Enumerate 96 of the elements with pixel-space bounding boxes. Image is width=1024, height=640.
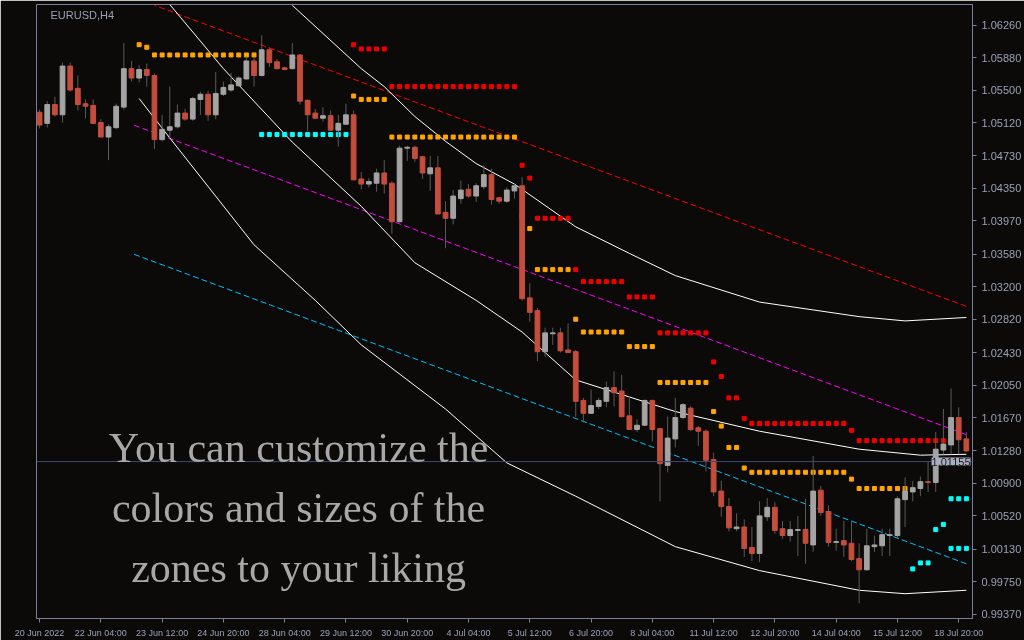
candlestick — [427, 155, 434, 192]
candlestick — [373, 168, 380, 193]
y-tick-label: 1.01670 — [981, 411, 1022, 424]
y-tick-label: 1.00900 — [981, 477, 1022, 490]
candlestick — [36, 109, 43, 129]
point — [948, 545, 954, 551]
x-tick-label: 30 Jun 20:00 — [381, 627, 434, 638]
x-tick-label: 18 Jul 20:00 — [934, 627, 984, 638]
candlestick — [67, 62, 74, 93]
y-tick-label: 1.00520 — [981, 509, 1022, 522]
point — [925, 560, 931, 566]
candlestick — [52, 96, 58, 118]
candlestick — [473, 182, 480, 203]
line-series — [291, 4, 967, 322]
y-tick-label: 1.03970 — [981, 214, 1022, 227]
x-tick-label: 15 Jul 12:00 — [872, 627, 922, 638]
candlestick — [611, 370, 617, 407]
candlestick — [557, 327, 564, 354]
point — [917, 560, 923, 566]
x-tick-label: 28 Jun 04:00 — [258, 627, 311, 638]
candlestick — [588, 388, 594, 415]
x-tick-label: 23 Jun 12:00 — [136, 627, 189, 638]
point — [274, 131, 280, 137]
x-tick-label: 22 Jun 04:00 — [74, 627, 127, 638]
x-tick-label: 24 Jun 20:00 — [197, 627, 250, 638]
annotation: You can customize the colors and sizes of the zones to your liking — [108, 425, 489, 591]
candlestick — [833, 528, 840, 552]
point — [297, 131, 303, 137]
x-tick-label: 11 Jul 12:00 — [689, 627, 738, 638]
y-tick-label: 1.05120 — [981, 116, 1022, 129]
y-tick-label: 1.06260 — [981, 19, 1022, 32]
x-tick-label: 20 Jun 2022 — [14, 627, 65, 638]
candlestick — [726, 497, 732, 532]
ref-line-label: 1.01155 — [931, 455, 971, 468]
candlestick — [634, 418, 640, 433]
candlestick — [450, 189, 457, 225]
candlestick — [366, 177, 372, 188]
y-tick-label: 0.99750 — [981, 575, 1022, 588]
point — [289, 131, 295, 137]
y-tick-label: 1.04730 — [981, 149, 1022, 162]
candlestick — [879, 528, 885, 557]
candlestick — [787, 520, 794, 543]
x-tick-label: 8 Jul 04:00 — [630, 627, 675, 638]
candlestick — [741, 518, 748, 558]
x-tick-label: 14 Jul 04:00 — [811, 627, 861, 638]
y-tick-label: 0.99370 — [981, 608, 1022, 621]
point — [963, 496, 969, 502]
candlestick — [542, 327, 548, 358]
candlestick — [128, 60, 135, 82]
y-tick-label: 1.01280 — [981, 444, 1022, 457]
point — [312, 131, 318, 137]
x-tick-label: 4 Jul 04:00 — [446, 627, 491, 638]
y-tick-label: 1.00130 — [981, 543, 1022, 556]
point — [343, 131, 349, 137]
x-tick-label: 6 Jul 20:00 — [569, 627, 614, 638]
x-tick-label: 29 Jun 12:00 — [319, 627, 372, 638]
candlestick — [794, 515, 801, 557]
chart-title: EURUSD,H4 — [50, 8, 115, 21]
point — [328, 131, 334, 137]
candlestick — [925, 461, 931, 493]
point — [963, 545, 969, 551]
candlestick — [480, 164, 487, 190]
candlestick — [320, 106, 326, 123]
point — [933, 527, 939, 533]
y-tick-label: 1.04350 — [981, 182, 1022, 195]
y-tick-label: 1.02050 — [981, 379, 1022, 392]
candlestick — [159, 114, 165, 142]
point — [282, 131, 288, 137]
x-tick-label: 5 Jul 12:00 — [507, 627, 552, 638]
candlestick — [289, 42, 296, 70]
candlestick — [205, 90, 211, 122]
candlestick — [772, 501, 778, 535]
point — [305, 131, 311, 137]
point — [266, 131, 272, 137]
candlestick — [802, 498, 809, 565]
y-tick-label: 1.03580 — [981, 248, 1022, 261]
x-tick-label: 12 Jul 20:00 — [750, 627, 800, 638]
y-tick-label: 1.02820 — [981, 313, 1022, 326]
y-tick-label: 1.03200 — [981, 280, 1022, 293]
candlestick — [381, 159, 388, 194]
candlestick — [44, 100, 51, 129]
y-tick-label: 1.02430 — [981, 346, 1022, 359]
point — [910, 566, 916, 572]
point — [956, 496, 962, 502]
candlestick — [266, 46, 273, 68]
candlestick — [457, 180, 464, 205]
candlestick — [565, 322, 571, 354]
y-tick-label: 1.05880 — [981, 51, 1022, 64]
point — [948, 496, 954, 502]
point — [940, 521, 946, 527]
point — [956, 545, 962, 551]
candlestick — [749, 526, 755, 562]
y-tick-label: 1.05500 — [981, 84, 1022, 97]
point — [320, 131, 326, 137]
candlestick — [228, 72, 234, 93]
point — [259, 131, 265, 137]
